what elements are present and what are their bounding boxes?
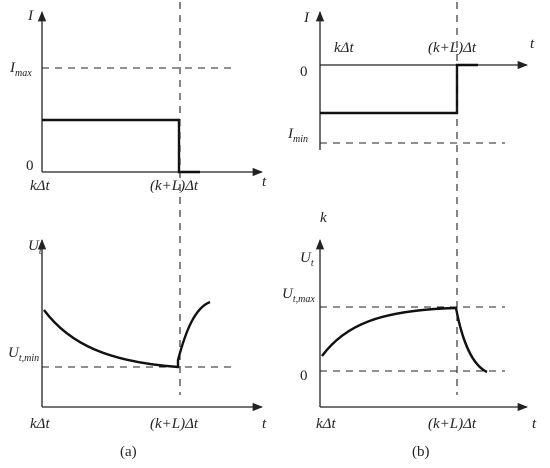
zero-label: 0 <box>26 158 34 174</box>
level-label: Imax <box>9 60 32 79</box>
y-label: I <box>27 8 34 24</box>
start-label: kΔt <box>30 416 50 432</box>
start-label: kΔt <box>334 40 354 56</box>
level-label: Ut,min <box>8 345 39 364</box>
voltage-curve <box>321 306 488 374</box>
x-label: t <box>262 174 267 190</box>
panel-b-bottom: Ut t Ut,max 0 kΔt (k+L)Δt (b) <box>282 238 537 460</box>
y-label: I <box>303 10 310 26</box>
label-part: U <box>300 250 312 266</box>
end-label: (k+L)Δt <box>428 416 477 432</box>
start-label: kΔt <box>30 178 50 194</box>
panel-a-bottom: Ut t Ut,min kΔt (k+L)Δt (a) <box>8 238 267 460</box>
current-step <box>320 63 478 115</box>
label-part: t <box>311 258 314 269</box>
voltage-curve <box>43 300 211 369</box>
end-label: (k+L)Δt <box>428 40 477 56</box>
zero-label: 0 <box>300 64 308 80</box>
label-part: min <box>293 134 308 145</box>
end-label: (k+L)Δt <box>150 178 199 194</box>
label-part: U <box>8 345 20 361</box>
label-part: U <box>282 286 294 302</box>
level-label: Ut,max <box>282 286 315 305</box>
zero-label: 0 <box>300 368 308 384</box>
label-part: I <box>287 126 294 142</box>
y-label: Ut <box>28 238 42 257</box>
current-step <box>42 118 200 174</box>
x-label: t <box>530 36 535 52</box>
label-part: t <box>39 246 42 257</box>
caption: (b) <box>412 444 430 460</box>
label-part: max <box>15 68 32 79</box>
label-part: U <box>28 238 40 254</box>
y-label: Ut <box>300 250 314 269</box>
start-label: kΔt <box>316 416 336 432</box>
x-label: t <box>262 416 267 432</box>
end-label: (k+L)Δt <box>150 416 199 432</box>
level-label: Imin <box>287 126 308 145</box>
label-part: t,max <box>293 294 316 305</box>
between-label: k <box>320 210 327 226</box>
caption: (a) <box>120 444 137 460</box>
label-part: I <box>9 60 16 76</box>
label-part: t,min <box>19 353 39 364</box>
panel-a-top: I t Imax 0 kΔt (k+L)Δt <box>9 8 267 194</box>
panel-b-top: I t Imin 0 kΔt (k+L)Δt k <box>287 10 535 226</box>
x-label: t <box>532 416 537 432</box>
